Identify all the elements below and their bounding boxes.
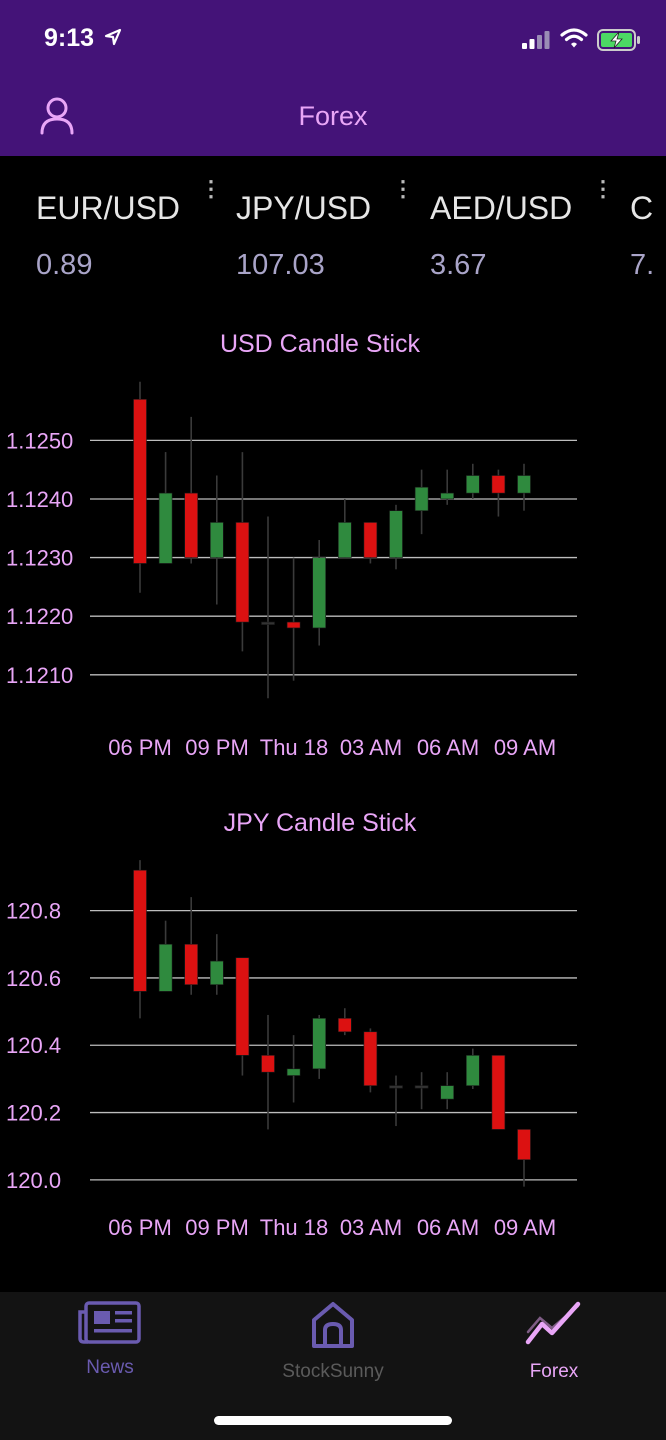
jpy-x-tick-label: 06 PM [108,1215,172,1240]
battery-charging-icon [597,29,640,51]
tab-label: Forex [529,1361,579,1382]
ticker-card-partial[interactable]: C 7. [630,190,654,282]
more-options-icon[interactable]: ⋮ [200,176,222,201]
more-options-icon[interactable]: ⋮ [592,176,614,201]
navigation-bar [0,80,666,156]
usd-y-tick-label: 1.1220 [6,604,73,629]
jpy-y-tick-label: 120.8 [6,899,61,924]
ticker-price: 7. [630,249,655,281]
home-icon [312,1302,354,1348]
usd-candlestick-chart: 1.1210 1.1220 1.1230 1.1240 1.1250 06 PM 09 PM… [6,381,577,760]
status-time: 9:13 [44,24,95,52]
jpy-y-tick-label: 120.2 [6,1101,61,1126]
usd-candle-body [491,475,506,494]
usd-candle-body [337,522,352,558]
newspaper-icon [78,1301,141,1344]
usd-x-tick-label: 06 PM [108,735,172,760]
ticker-card-aedusd[interactable]: AED/USD 3.67 ⋮ [430,176,614,282]
jpy-candle-body [363,1031,378,1086]
jpy-candle-body [414,1085,429,1089]
usd-x-tick-label: Thu 18 [260,735,329,760]
ticker-pair: JPY/USD [236,190,372,226]
ticker-pair: AED/USD [430,190,573,226]
home-indicator [214,1416,452,1425]
ticker-pair: C [630,190,654,226]
jpy-y-tick-label: 120.6 [6,966,61,991]
jpy-candle-body [235,957,250,1056]
usd-y-tick-label: 1.1230 [6,546,73,571]
jpy-candle-body [286,1068,301,1076]
jpy-x-tick-label: Thu 18 [260,1215,329,1240]
usd-candle-body [389,510,403,558]
more-options-icon[interactable]: ⋮ [392,176,414,201]
jpy-x-tick-label: 09 AM [494,1215,556,1240]
usd-candle-body [235,522,250,623]
ticker-price: 107.03 [236,249,325,281]
jpy-candle-body [261,1055,275,1073]
tab-news[interactable]: News [30,1300,190,1379]
jpy-candle-body [184,943,198,985]
jpy-candlestick-chart: 120.0 120.2 120.4 120.6 120.8 06 PM 09 PM Thu 1… [6,860,577,1240]
jpy-x-tick-label: 06 AM [417,1215,479,1240]
usd-candle-body [210,522,224,558]
usd-candle-body [261,621,275,625]
usd-candle-body [312,557,327,629]
cellular-signal-icon [522,31,550,49]
usd-x-tick-label: 09 AM [494,735,556,760]
ticker-card-jpyusd[interactable]: JPY/USD 107.03 ⋮ [236,176,414,282]
jpy-chart-title: JPY Candle Stick [223,809,417,837]
jpy-x-tick-label: 09 PM [185,1215,249,1240]
jpy-candle-body [517,1129,531,1161]
usd-candle-body [517,475,531,494]
jpy-y-tick-label: 120.0 [6,1168,61,1193]
usd-candle-body [184,492,198,558]
usd-candle-body [465,475,480,494]
usd-candle-body [440,492,455,500]
usd-x-tick-label: 03 AM [340,735,402,760]
ticker-price: 3.67 [430,249,487,281]
trend-chart-icon [525,1301,581,1345]
usd-y-tick-label: 1.1250 [6,428,73,453]
status-bar [0,0,666,80]
ticker-card-eurusd[interactable]: EUR/USD 0.89 ⋮ [36,176,222,282]
jpy-candle-body [465,1055,480,1086]
tab-forex[interactable]: Forex [474,1300,634,1383]
tab-bar [0,1292,666,1440]
user-profile-icon[interactable] [38,96,76,136]
usd-candle-body [286,621,301,629]
jpy-candle-body [337,1018,352,1033]
ticker-price: 0.89 [36,249,93,281]
usd-x-tick-label: 06 AM [417,735,479,760]
jpy-candle-body [133,869,147,992]
usd-y-tick-label: 1.1210 [6,663,73,688]
jpy-candle-body [158,943,173,992]
wifi-icon [560,28,588,48]
usd-candle-body [133,399,147,564]
page-title: Forex [298,101,368,131]
usd-candle-body [414,486,429,511]
usd-candle-body [363,522,378,558]
usd-x-tick-label: 09 PM [185,735,249,760]
jpy-candle-body [312,1018,327,1070]
jpy-candle-body [210,960,224,985]
jpy-x-tick-label: 03 AM [340,1215,402,1240]
usd-candle-body [158,492,173,564]
jpy-candle-body [491,1055,506,1130]
jpy-y-tick-label: 120.4 [6,1033,61,1058]
jpy-candle-body [440,1085,455,1100]
tab-label: StockSunny [282,1361,384,1382]
ticker-pair: EUR/USD [36,190,181,226]
jpy-candle-body [389,1085,403,1089]
usd-y-tick-label: 1.1240 [6,487,73,512]
usd-chart-title: USD Candle Stick [219,330,421,358]
tab-label: News [86,1357,134,1378]
location-arrow-icon [104,28,122,46]
tab-stocksunny[interactable]: StockSunny [253,1300,413,1383]
